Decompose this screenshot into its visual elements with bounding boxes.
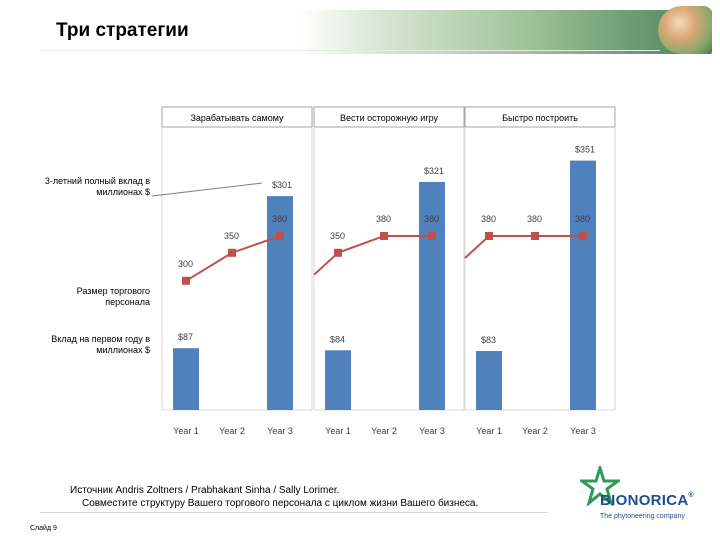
source-line-2: Совместите структуру Вашего торгового пе…	[82, 498, 479, 509]
bar-value-label: $351	[575, 145, 595, 155]
panel-title: Быстро построить	[502, 113, 578, 123]
salesforce-value-label: 380	[424, 214, 439, 224]
panel-title: Зарабатывать самому	[190, 113, 284, 123]
salesforce-line	[464, 235, 583, 259]
label-total-investment: 3-летний полный вклад в миллионах $	[44, 176, 150, 197]
total-pointer-line	[151, 182, 263, 197]
category-tick-label: Year 3	[267, 426, 293, 436]
category-tick-label: Year 2	[522, 426, 548, 436]
bar	[267, 196, 293, 410]
category-tick-label: Year 1	[325, 426, 351, 436]
salesforce-marker	[380, 232, 388, 240]
panel-title-box	[464, 106, 616, 128]
label-first-year-investment: Вклад на первом году в миллионах $	[51, 334, 150, 355]
bar	[325, 350, 351, 410]
salesforce-marker	[276, 232, 284, 240]
panel-title-box	[161, 106, 313, 128]
salesforce-marker	[182, 276, 190, 285]
salesforce-value-label: 380	[527, 214, 542, 224]
slide-number: Слайд 9	[30, 525, 57, 532]
salesforce-marker	[428, 232, 436, 240]
bar	[476, 351, 502, 410]
logo-tagline: The phytoneering company	[600, 513, 685, 520]
logo-registered-mark: ®	[688, 492, 695, 499]
header-divider	[40, 50, 660, 51]
salesforce-value-label: 380	[272, 214, 287, 224]
salesforce-marker	[228, 248, 236, 257]
salesforce-value-label: 350	[224, 231, 239, 241]
salesforce-value-label: 350	[330, 231, 345, 241]
category-tick-label: Year 1	[173, 426, 199, 436]
slide-header: Три стратегии	[0, 0, 720, 60]
bar-value-label: $84	[330, 334, 345, 344]
salesforce-value-label: 380	[481, 214, 496, 224]
source-line-1: Источник Andris Zoltners / Prabhakant Si…	[70, 485, 340, 496]
header-photo	[658, 6, 712, 54]
chart-panel-1: Зарабатывать самому $87 $301 300 350 380 Year …	[161, 106, 313, 436]
bar-value-label: $301	[272, 180, 292, 190]
salesforce-line	[185, 235, 281, 282]
logo-name: BIONORICA	[600, 492, 689, 509]
salesforce-marker	[334, 248, 342, 257]
bar	[173, 348, 199, 410]
chart-panel-2: Вести осторожную игру $84 $321 350 380 380 Yea…	[313, 106, 465, 436]
bar-value-label: $321	[424, 166, 444, 176]
salesforce-marker	[485, 232, 493, 240]
category-tick-label: Year 2	[371, 426, 397, 436]
bar-value-label: $87	[178, 332, 193, 342]
category-tick-label: Year 1	[476, 426, 502, 436]
salesforce-marker	[531, 232, 539, 240]
salesforce-value-label: 300	[178, 259, 193, 269]
bionorica-logo: BIONORICA® The phytoneering company	[580, 466, 710, 526]
salesforce-marker	[579, 232, 587, 240]
salesforce-line	[313, 235, 432, 276]
category-tick-label: Year 2	[219, 426, 245, 436]
bar	[570, 160, 596, 410]
panel-title: Вести осторожную игру	[340, 113, 439, 123]
logo-wordmark: BIONORICA®	[600, 492, 694, 509]
salesforce-value-label: 380	[575, 214, 590, 224]
bar	[419, 181, 445, 410]
bar-value-label: $83	[481, 335, 496, 345]
page-title: Три стратегии	[56, 20, 189, 41]
header-banner	[300, 10, 712, 54]
footer-divider	[40, 512, 548, 513]
category-tick-label: Year 3	[419, 426, 445, 436]
label-salesforce-size: Размер торгового персонала	[76, 286, 150, 307]
salesforce-value-label: 380	[376, 214, 391, 224]
category-tick-label: Year 3	[570, 426, 596, 436]
chart-panel-3: Быстро построить $83 $351 380 380 380 Year 1 Ye…	[464, 106, 616, 436]
panel-title-box	[313, 106, 465, 128]
source-note: Источник Andris Zoltners / Prabhakant Si…	[70, 484, 478, 510]
logo-star-icon	[580, 466, 620, 506]
